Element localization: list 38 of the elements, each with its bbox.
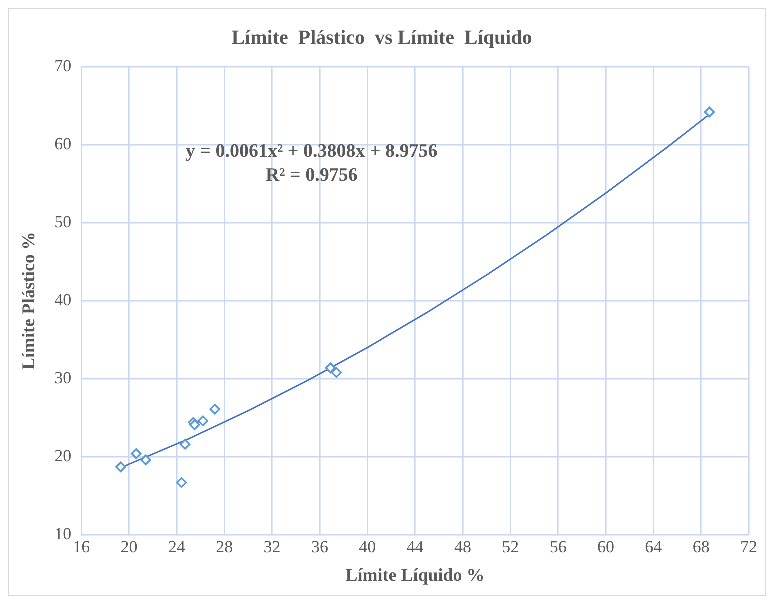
- x-tick-label: 64: [645, 538, 663, 557]
- point: [331, 367, 342, 378]
- x-tick-label: 40: [359, 538, 376, 557]
- y-tick-label: 10: [54, 524, 72, 544]
- point: [189, 420, 200, 430]
- y-axis-title: Límite Plástico %: [18, 232, 38, 370]
- point: [325, 362, 336, 374]
- x-axis-title: Límite Líquido %: [346, 564, 485, 585]
- point: [198, 416, 209, 427]
- x-tick-label: 28: [216, 538, 234, 557]
- chart-title: Límite Plástico vs Límite Líquido: [232, 27, 532, 50]
- point: [180, 439, 191, 450]
- point: [140, 454, 152, 466]
- y-tick-label: 30: [54, 368, 72, 388]
- x-tick-label: 44: [406, 538, 424, 557]
- x-tick-label: 52: [502, 538, 520, 557]
- y-tick-label: 70: [54, 56, 72, 76]
- x-tick-label: 24: [168, 538, 186, 557]
- x-tick-label: 48: [454, 538, 472, 557]
- annotation: y = 0.0061x² + 0.3808x + 8.9756: [186, 140, 438, 162]
- annotation: R² = 0.9756: [266, 164, 358, 186]
- x-tick-label: 20: [120, 538, 138, 557]
- point: [210, 404, 220, 415]
- x-tick-label: 72: [740, 538, 758, 557]
- point: [176, 477, 188, 488]
- x-tick-label: 68: [692, 538, 710, 557]
- point: [704, 106, 716, 118]
- point: [131, 448, 142, 460]
- y-tick-label: 60: [54, 134, 72, 154]
- y-tick-label: 40: [54, 290, 72, 310]
- x-tick-label: 32: [264, 538, 281, 557]
- point: [116, 462, 126, 473]
- y-tick-label: 20: [54, 446, 72, 466]
- y-tick-label: 50: [54, 212, 72, 232]
- x-tick-label: 16: [73, 538, 90, 557]
- x-tick-label: 56: [550, 538, 567, 557]
- x-tick-label: 60: [597, 538, 614, 557]
- x-tick-label: 36: [311, 538, 328, 557]
